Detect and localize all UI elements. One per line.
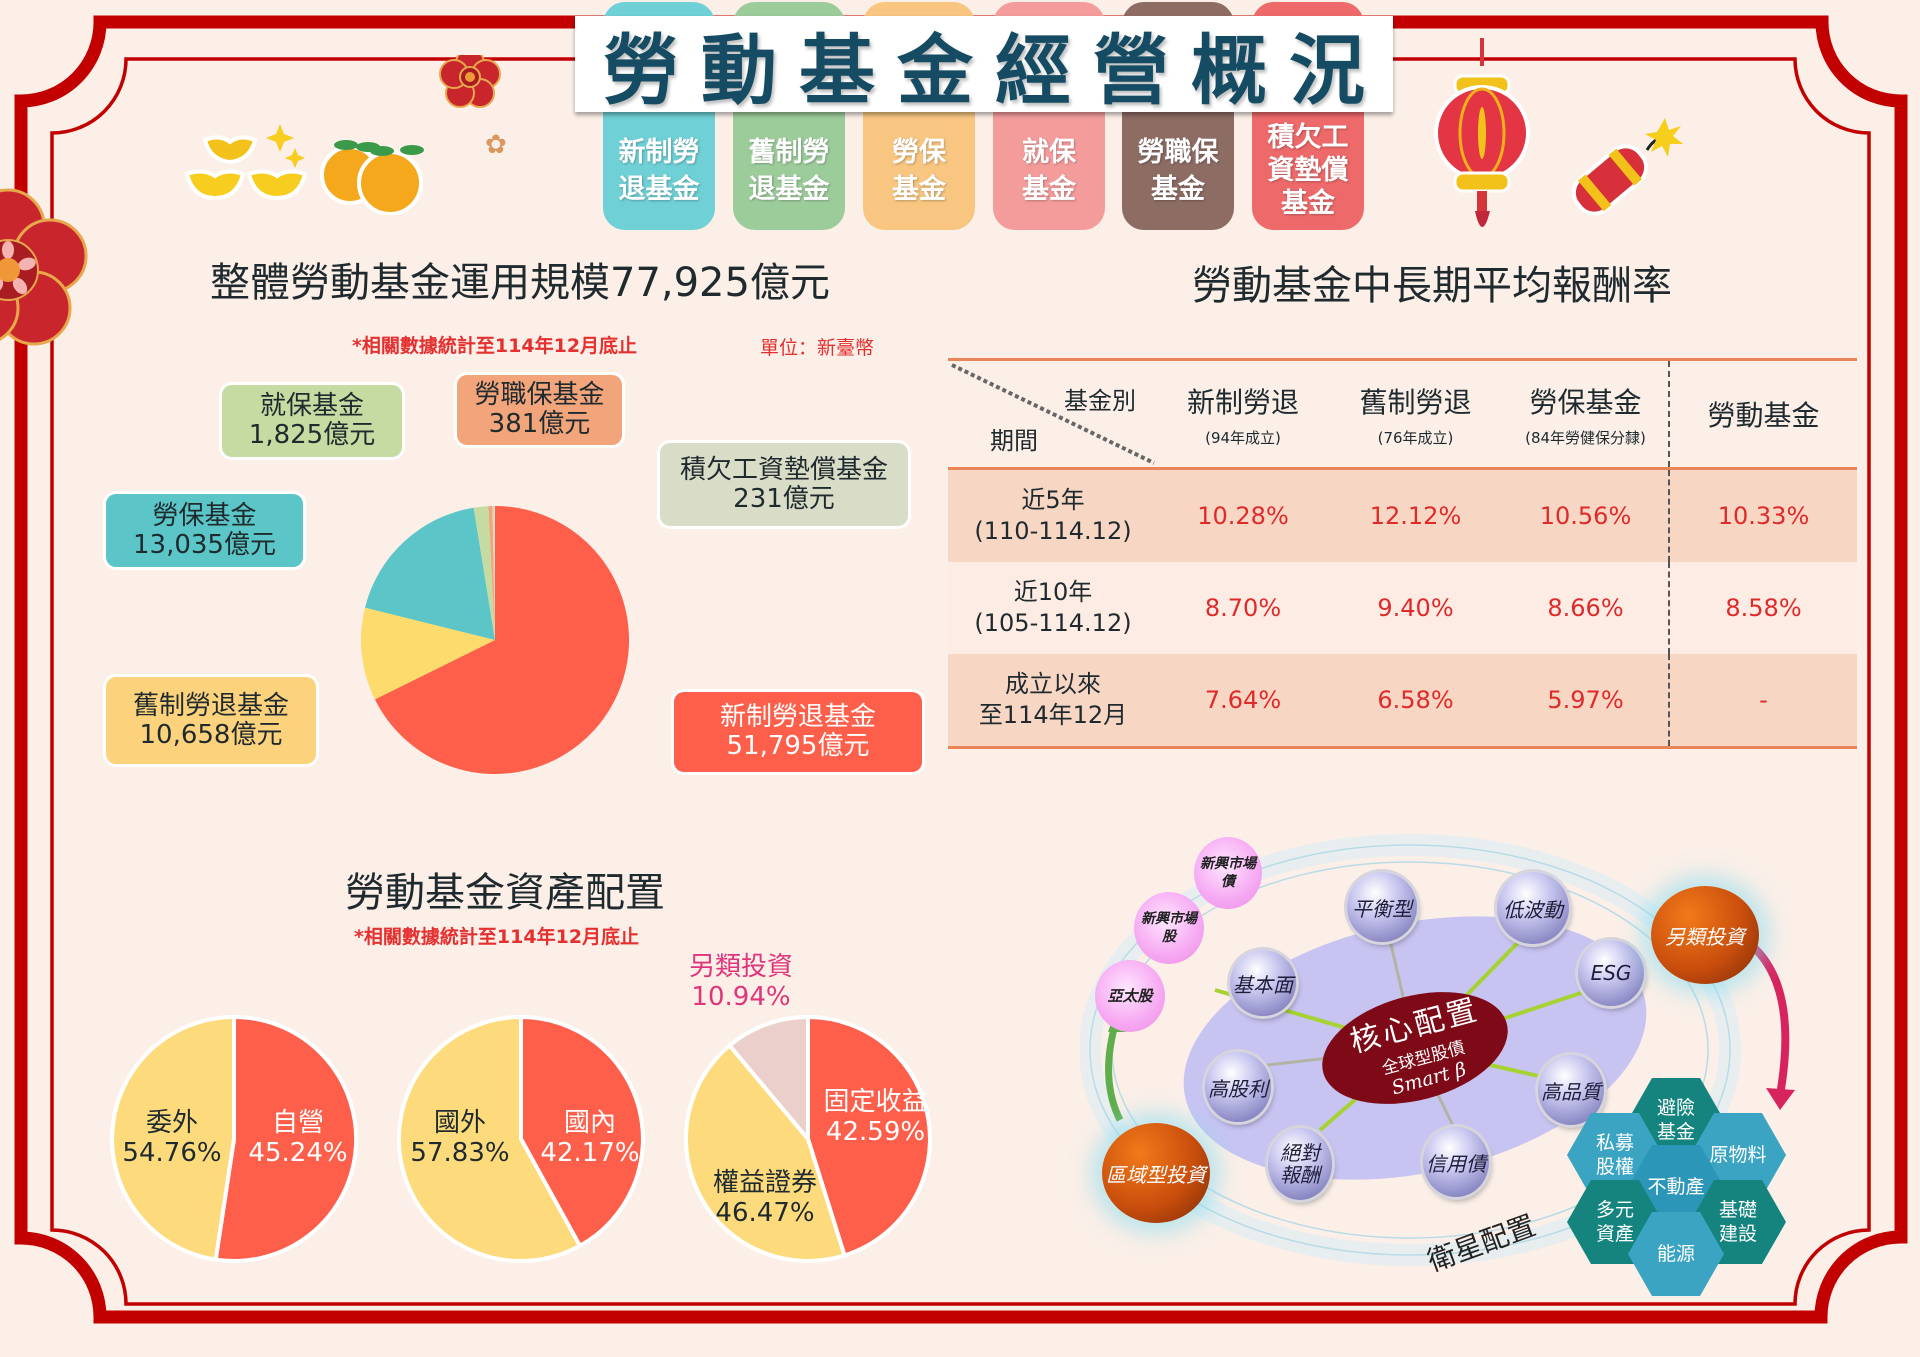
flower-decoration-icon bbox=[0, 188, 88, 346]
regional-node-asia-pacific: 亞太股 bbox=[1095, 960, 1165, 1032]
label-name: 新制勞退基金 bbox=[719, 702, 876, 732]
label-old-labor-pension-fund: 舊制勞退基金 10,658億元 bbox=[106, 677, 316, 764]
label-employment-insurance-fund: 就保基金 1,825億元 bbox=[222, 385, 402, 457]
label-value: 381億元 bbox=[488, 409, 591, 439]
currency-unit-note: 單位：新臺幣 bbox=[760, 337, 875, 359]
return-rate-table: 基金別 期間 新制勞退 (94年成立) 舊制勞退 (76年成立) 勞保基金 (84年勞… bbox=[948, 358, 1857, 749]
lantern-icon bbox=[1434, 38, 1530, 227]
column-header: 勞動基金 bbox=[1668, 358, 1857, 470]
return-section-title: 勞動基金中長期平均報酬率 bbox=[1192, 263, 1672, 309]
pie-label-alternative: 另類投資 10.94% bbox=[688, 952, 793, 1012]
label-name: 就保基金 bbox=[259, 391, 364, 421]
fund-scale-pie-chart bbox=[361, 505, 630, 774]
label-value: 51,795億元 bbox=[726, 731, 870, 761]
alt-node-energy: 能源 bbox=[1628, 1212, 1724, 1296]
strategy-node-esg: ESG bbox=[1578, 940, 1644, 1006]
strategy-node-balanced: 平衡型 bbox=[1347, 872, 1417, 942]
column-header: 勞保基金 (84年勞健保分隸) bbox=[1503, 358, 1669, 470]
pie-label-equity: 權益證券 46.47% bbox=[712, 1168, 817, 1228]
label-value: 10,658億元 bbox=[139, 719, 283, 750]
pie-chart-foreign-vs-domestic bbox=[396, 1014, 645, 1263]
table-header-row: 基金別 期間 新制勞退 (94年成立) 舊制勞退 (76年成立) 勞保基金 (84年勞… bbox=[948, 358, 1857, 470]
value-cell: 8.66% bbox=[1503, 562, 1669, 654]
value-cell: 10.33% bbox=[1668, 468, 1857, 562]
corner-period-label: 期間 bbox=[990, 427, 1038, 455]
table-corner-cell: 基金別 期間 bbox=[948, 358, 1158, 470]
regional-investment-node: 區域型投資 bbox=[1102, 1123, 1210, 1223]
pie-label-fixed-income: 固定收益 42.59% bbox=[823, 1087, 928, 1147]
label-arrears-wage-fund: 積欠工資墊償基金 231億元 bbox=[660, 443, 908, 526]
strategy-node-credit-bond: 信用債 bbox=[1423, 1127, 1489, 1197]
label-name: 勞職保基金 bbox=[474, 380, 605, 410]
label-value: 1,825億元 bbox=[248, 420, 376, 450]
period-cell: 近5年 (110-114.12) bbox=[948, 468, 1158, 562]
label-name: 勞保基金 bbox=[152, 500, 257, 531]
corner-fund-label: 基金別 bbox=[1064, 387, 1136, 415]
label-name: 舊制勞退基金 bbox=[132, 690, 289, 721]
page-title-banner: 勞動基金經營概況 bbox=[575, 16, 1393, 115]
pie-label-domestic: 國內 42.17% bbox=[540, 1108, 640, 1168]
table-row: 近5年 (110-114.12) 10.28% 12.12% 10.56% 10.… bbox=[948, 468, 1857, 562]
label-occupational-insurance-fund: 勞職保基金 381億元 bbox=[457, 375, 622, 445]
value-cell: 10.56% bbox=[1503, 468, 1669, 562]
value-cell: 5.97% bbox=[1503, 654, 1669, 749]
table-row: 成立以來 至114年12月 7.64% 6.58% 5.97% - bbox=[948, 654, 1857, 749]
tab-label: 積欠工 資墊償 基金 bbox=[1267, 122, 1349, 219]
period-cell: 成立以來 至114年12月 bbox=[948, 654, 1158, 749]
label-new-labor-pension-fund: 新制勞退基金 51,795億元 bbox=[674, 692, 922, 772]
value-cell: 8.70% bbox=[1158, 562, 1328, 654]
page-title: 勞動基金經營概況 bbox=[603, 26, 1387, 115]
pie-label-foreign: 國外 57.83% bbox=[410, 1108, 510, 1168]
label-labor-insurance-fund: 勞保基金 13,035億元 bbox=[106, 494, 303, 567]
value-cell: 6.58% bbox=[1328, 654, 1503, 749]
period-cell: 近10年 (105-114.12) bbox=[948, 562, 1158, 654]
label-value: 13,035億元 bbox=[133, 529, 276, 560]
tab-label: 勞保 基金 bbox=[892, 137, 946, 205]
value-cell: 9.40% bbox=[1328, 562, 1503, 654]
gold-ingots-icon bbox=[185, 124, 308, 201]
firecracker-icon bbox=[1571, 118, 1683, 216]
table-row: 近10年 (105-114.12) 8.70% 9.40% 8.66% 8.58% bbox=[948, 562, 1857, 654]
pie-label-outsourced: 委外 54.76% bbox=[122, 1108, 222, 1168]
column-header: 新制勞退 (94年成立) bbox=[1158, 358, 1328, 470]
pie-chart-outsourced-vs-internal bbox=[110, 1014, 359, 1263]
diagonal-divider bbox=[951, 363, 1155, 465]
tab-label: 就保 基金 bbox=[1022, 137, 1076, 205]
tab-label: 舊制勞 退基金 bbox=[748, 137, 830, 205]
strategy-node-absolute-return: 絕對 報酬 bbox=[1268, 1128, 1332, 1200]
flower-decoration-icon bbox=[439, 55, 501, 108]
value-cell: 10.28% bbox=[1158, 468, 1328, 562]
allocation-section-title: 勞動基金資產配置 bbox=[345, 870, 665, 916]
regional-node-em-bond: 新興市場 債 bbox=[1194, 837, 1262, 909]
tab-label: 勞職保 基金 bbox=[1137, 137, 1219, 205]
strategy-node-fundamental: 基本面 bbox=[1230, 950, 1296, 1016]
pie-label-internal: 自營 45.24% bbox=[248, 1108, 348, 1168]
alternative-investment-node: 另類投資 bbox=[1651, 886, 1759, 984]
allocation-date-note: *相關數據統計至114年12月底止 bbox=[354, 926, 640, 948]
strategy-diagram-background bbox=[1080, 834, 1795, 1266]
label-value: 231億元 bbox=[733, 483, 835, 514]
scale-section-title: 整體勞動基金運用規模77,925億元 bbox=[210, 260, 830, 306]
data-date-note: *相關數據統計至114年12月底止 bbox=[352, 335, 638, 357]
small-blossom-icon: ✿ bbox=[485, 130, 507, 160]
value-cell: 7.64% bbox=[1158, 654, 1328, 749]
pie-chart-asset-class bbox=[683, 1014, 932, 1263]
value-cell: - bbox=[1668, 654, 1857, 749]
strategy-node-high-dividend: 高股利 bbox=[1205, 1052, 1271, 1122]
tab-label: 新制勞 退基金 bbox=[618, 137, 700, 205]
strategy-node-low-volatility: 低波動 bbox=[1497, 872, 1569, 944]
label-name: 積欠工資墊償基金 bbox=[679, 454, 888, 485]
column-header: 舊制勞退 (76年成立) bbox=[1328, 358, 1503, 470]
value-cell: 12.12% bbox=[1328, 468, 1503, 562]
oranges-icon bbox=[320, 140, 424, 215]
value-cell: 8.58% bbox=[1668, 562, 1857, 654]
regional-node-em-equity: 新興市場 股 bbox=[1134, 892, 1204, 964]
